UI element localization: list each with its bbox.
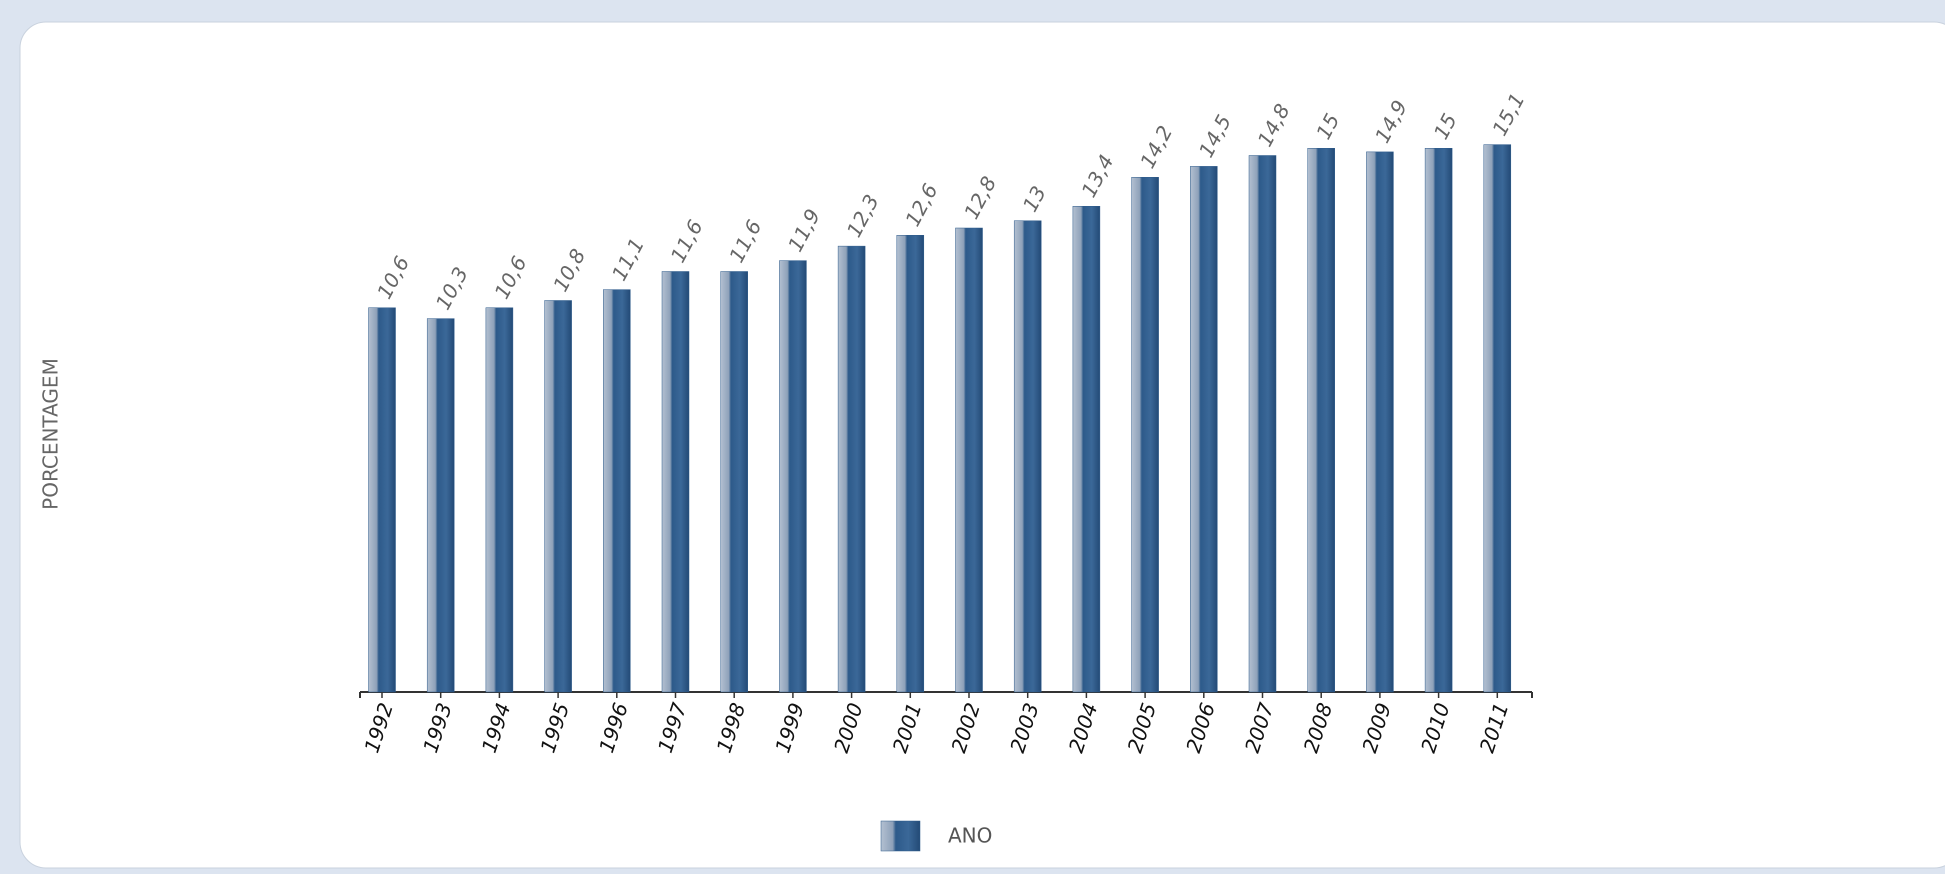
bar: [1424, 148, 1453, 693]
bar: [837, 245, 866, 693]
bar: [955, 227, 983, 693]
bar: [1307, 148, 1335, 693]
bar: [485, 307, 514, 693]
bar: [1190, 166, 1218, 693]
bar: [1131, 177, 1159, 693]
bar: [779, 260, 807, 693]
bar: [1248, 155, 1277, 693]
bar: [1483, 144, 1512, 693]
bar: [1366, 151, 1394, 693]
bar: [720, 271, 748, 693]
bar: [896, 235, 925, 693]
bar: [544, 300, 572, 693]
bar: [1013, 220, 1042, 693]
legend-swatch: [880, 820, 921, 852]
bar: [603, 289, 631, 693]
bar: [661, 271, 690, 693]
bar: [368, 307, 396, 693]
bar: [426, 318, 455, 693]
legend-label: ANO: [948, 824, 992, 848]
bar: [1072, 206, 1101, 693]
y-axis-label: PORCENTAGEM: [39, 358, 63, 510]
